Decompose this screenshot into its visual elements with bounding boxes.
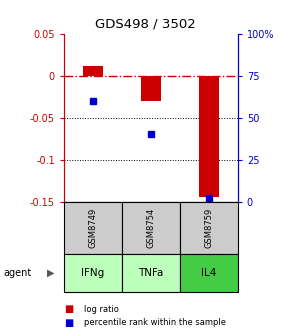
Bar [199, 76, 219, 197]
Text: GDS498 / 3502: GDS498 / 3502 [95, 17, 195, 30]
Text: ■: ■ [64, 304, 73, 314]
Text: GSM8754: GSM8754 [146, 208, 155, 248]
Text: GSM8759: GSM8759 [204, 208, 213, 248]
Text: GSM8749: GSM8749 [88, 208, 97, 248]
Text: IFNg: IFNg [81, 268, 104, 278]
Text: ▶: ▶ [47, 268, 55, 278]
Text: IL4: IL4 [201, 268, 217, 278]
Text: log ratio: log ratio [84, 305, 119, 313]
Text: agent: agent [3, 268, 31, 278]
Text: TNFa: TNFa [138, 268, 164, 278]
Text: percentile rank within the sample: percentile rank within the sample [84, 318, 226, 327]
Bar [83, 66, 103, 76]
Bar [141, 76, 161, 101]
Text: ■: ■ [64, 318, 73, 328]
